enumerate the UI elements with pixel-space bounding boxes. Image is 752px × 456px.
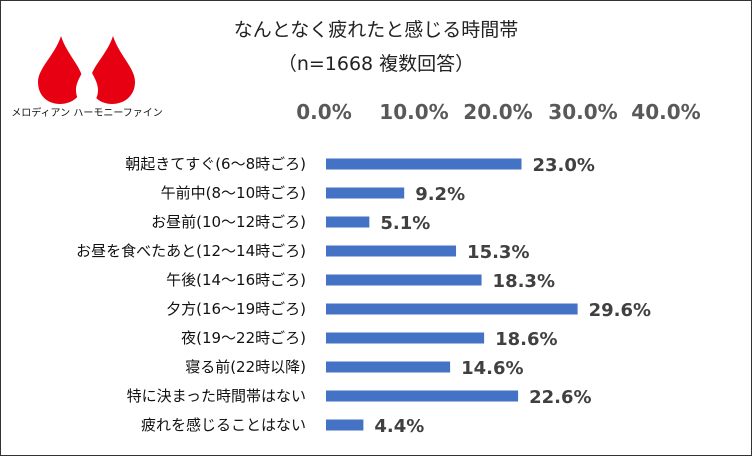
bar [326, 245, 457, 257]
data-label: 15.3% [467, 242, 529, 263]
bar [326, 419, 364, 431]
logo-drop-left [38, 36, 83, 104]
logo-drop-right [90, 36, 135, 104]
category-label: お昼前(10～12時ごろ) [151, 213, 306, 231]
data-label: 5.1% [380, 213, 430, 234]
category-label: 特に決まった時間帯はない [127, 387, 306, 405]
bar [326, 187, 405, 199]
chart-subtitle: （n=1668 複数回答） [278, 53, 474, 75]
category-label: 疲れを感じることはない [141, 416, 306, 434]
data-label: 14.6% [461, 358, 523, 379]
x-tick-label: 0.0% [296, 100, 351, 124]
data-label: 9.2% [415, 184, 465, 205]
bar [326, 274, 482, 286]
category-label: 寝る前(22時以降) [185, 358, 306, 376]
x-tick-label: 30.0% [548, 100, 617, 124]
x-tick-label: 20.0% [463, 100, 532, 124]
category-label: 午前中(8～10時ごろ) [161, 184, 306, 202]
data-label: 29.6% [589, 300, 651, 321]
bar [326, 332, 485, 344]
data-label: 23.0% [533, 155, 595, 176]
data-label: 22.6% [529, 387, 591, 408]
bar [326, 361, 451, 373]
data-label: 18.6% [495, 329, 557, 350]
brand-name: メロディアン ハーモニーファイン [11, 106, 162, 119]
brand-logo: メロディアン ハーモニーファイン [11, 36, 163, 119]
chart-title: なんとなく疲れたと感じる時間帯 [234, 19, 518, 41]
bar [326, 303, 578, 315]
bar [326, 390, 519, 402]
x-tick-label: 40.0% [631, 100, 700, 124]
x-tick-label: 10.0% [379, 100, 448, 124]
category-label: 午後(14～16時ごろ) [166, 271, 306, 289]
bar [326, 158, 522, 170]
category-label: 朝起きてすぐ(6～8時ごろ) [125, 155, 306, 173]
bar [326, 216, 370, 228]
logo-drop-middle [76, 62, 98, 104]
data-label: 4.4% [374, 416, 424, 437]
category-label: 夜(19～22時ごろ) [181, 329, 306, 347]
data-label: 18.3% [493, 271, 555, 292]
category-label: 夕方(16～19時ごろ) [166, 300, 306, 318]
category-label: お昼を食べたあと(12～14時ごろ) [76, 242, 306, 260]
